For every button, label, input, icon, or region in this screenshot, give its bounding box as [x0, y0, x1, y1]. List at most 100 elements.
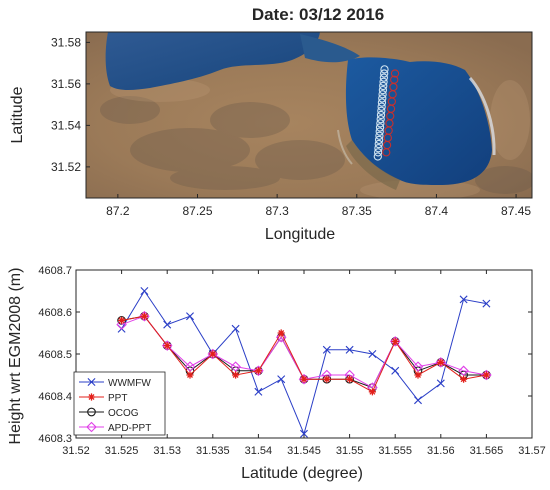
series-wwmfw-point: [231, 324, 240, 333]
plot-x-tick-label: 31.555: [378, 445, 412, 457]
series-wwmfw-point: [459, 295, 468, 304]
map-x-tick-label: 87.35: [342, 204, 372, 218]
map-track-1-point: [380, 69, 389, 78]
map-y-axis-label: Latitude: [9, 86, 26, 143]
series-ppt-point: [118, 316, 126, 324]
map-track-1-point: [377, 98, 387, 107]
map-track-1-point: [380, 65, 389, 74]
map-image: [86, 32, 532, 198]
series-wwmfw-point: [277, 375, 286, 384]
series-wwmfw-point: [368, 350, 377, 358]
series-apd-ppt-point: [458, 365, 469, 377]
plot-x-tick-label: 31.52: [62, 445, 90, 457]
map-track-1-point: [378, 85, 388, 95]
plot-y-ticks: 4608.3 4608.4 4608.5 4608.6 4608.7: [38, 265, 532, 445]
series-ppt-point: [437, 358, 445, 366]
map-track-2-point: [390, 69, 400, 78]
series-wwmfw-point: [254, 387, 263, 396]
series-ppt-point: [163, 342, 171, 350]
map-track-1-point: [374, 139, 383, 149]
plot-x-tick-label: 31.525: [105, 445, 139, 457]
series-apd-ppt-point: [253, 365, 264, 377]
map-track-1-point: [374, 135, 384, 145]
plot-x-tick-label: 31.53: [153, 445, 181, 457]
map-track-1-point: [375, 123, 385, 132]
legend-items: WWMFW PPT OCOG APD-PPT: [79, 378, 151, 434]
map-y-tick-label: 31.56: [51, 77, 81, 91]
map-y-ticks: 31.52 31.54 31.56 31.58: [51, 35, 90, 174]
plot-x-tick-label: 31.54: [245, 445, 273, 457]
series-ppt-point: [277, 329, 285, 337]
map-track-1-point: [376, 115, 385, 124]
series-wwmfw-point: [163, 320, 172, 329]
series-apd-ppt-point: [481, 369, 492, 381]
legend-label-ppt: PPT: [108, 393, 127, 404]
map-y-tick-label: 31.58: [51, 35, 81, 49]
map-x-axis-label: Longitude: [265, 226, 335, 243]
legend-swatch-marker-ppt: [87, 393, 96, 401]
series-wwmfw-point: [345, 345, 354, 354]
series-ppt-point: [300, 375, 308, 383]
map-track-1-point: [373, 148, 383, 157]
series-apd-ppt-point: [207, 348, 219, 360]
plot-y-tick-label: 4608.7: [38, 265, 72, 277]
series-ppt-point: [254, 367, 262, 375]
legend-swatch-marker-apd-ppt: [86, 421, 97, 433]
series-apd-ppt-point: [184, 361, 196, 372]
plot-x-ticks: 31.52 31.525 31.53 31.535 31.54 31.545 31.55 31…: [62, 270, 546, 457]
map-x-tick-label: 87.3: [265, 204, 289, 218]
map-track-1-point: [378, 94, 387, 103]
plot-y-tick-label: 4608.4: [38, 391, 72, 403]
series-wwmfw-point: [414, 396, 422, 405]
map-track-1-point: [379, 81, 388, 91]
series-ppt-point: [209, 350, 217, 358]
map-track-1-point: [373, 152, 382, 161]
series-ppt-point: [323, 375, 331, 383]
series-apd-ppt-point: [116, 319, 127, 330]
map-y-tick-label: 31.54: [51, 118, 81, 132]
legend-swatch-marker-ocog: [87, 407, 96, 417]
map-axes-frame: [85, 31, 533, 199]
plot-x-tick-label: 31.55: [336, 445, 364, 457]
series-wwmfw: [117, 287, 491, 438]
legend-label-wwmfw: WWMFW: [108, 378, 151, 389]
map-track-1-point: [379, 73, 389, 82]
map-x-tick-label: 87.2: [106, 204, 130, 218]
legend-label-ocog: OCOG: [108, 408, 139, 419]
map-track-1-point: [378, 90, 387, 99]
map-x-tick-label: 87.4: [425, 204, 449, 218]
series-apd-ppt-point: [435, 357, 447, 368]
map-track-1-point: [375, 127, 384, 136]
map-y-tick-label: 31.52: [51, 160, 81, 174]
map-x-tick-label: 87.45: [501, 204, 531, 218]
series-ppt-point: [232, 371, 240, 379]
series-ppt-point: [368, 388, 376, 396]
series-ppt-point: [482, 371, 490, 379]
plot-x-tick-label: 31.545: [287, 445, 321, 457]
series-apd-ppt-point: [389, 336, 401, 347]
series-ppt: [118, 312, 490, 396]
map-track-1-point: [376, 110, 386, 120]
plot-y-tick-label: 4608.3: [38, 433, 72, 445]
series-ppt-point: [346, 375, 354, 383]
series-apd-ppt-point: [139, 310, 150, 322]
plot-y-tick-label: 4608.5: [38, 349, 72, 361]
map-track-1-point: [377, 102, 386, 111]
plot-x-tick-label: 31.565: [470, 445, 504, 457]
plot-x-tick-label: 31.535: [196, 445, 230, 457]
map-track-1-point: [375, 131, 384, 140]
series-apd-ppt-point: [161, 340, 173, 351]
legend: WWMFW PPT OCOG APD-PPT: [73, 371, 166, 436]
series-wwmfw-point: [391, 366, 400, 375]
series-wwmfw-point: [300, 429, 308, 438]
series-wwmfw-point: [482, 299, 491, 308]
series-wwmfw-point: [322, 345, 331, 354]
map-track-1-point: [374, 144, 383, 153]
plot-y-tick-label: 4608.6: [38, 307, 72, 319]
series-apd-ppt-point: [230, 361, 241, 372]
plot-y-axis-label: Height wrt EGM2008 (m): [7, 268, 24, 445]
series-apd-ppt-point: [298, 373, 310, 385]
series-ppt-point: [460, 375, 468, 383]
series-wwmfw-point: [140, 287, 149, 295]
